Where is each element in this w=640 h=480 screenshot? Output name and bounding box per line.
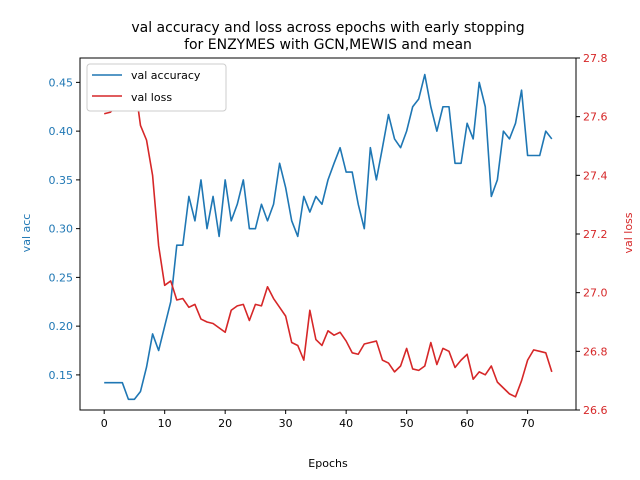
plot-area: 0 10 20 30 40 50 60 70 0.15 0.20 0.25 0.30 0.35 0.40 0…: [49, 52, 608, 430]
x-tick-label: 0: [101, 417, 108, 430]
y-right-tick-label: 26.6: [583, 404, 608, 417]
legend-label-accuracy: val accuracy: [131, 69, 201, 82]
legend: val accuracy val loss: [86, 63, 227, 112]
y-axis-left-label: val acc: [20, 214, 33, 253]
x-tick-label: 50: [400, 417, 414, 430]
y-left-tick-label: 0.20: [49, 320, 74, 333]
y-right-tick-label: 27.6: [583, 111, 608, 124]
x-tick-label: 70: [521, 417, 535, 430]
legend-label-loss: val loss: [131, 91, 172, 104]
y-left-tick-label: 0.40: [49, 125, 74, 138]
x-tick-label: 60: [460, 417, 474, 430]
y-axis-right-label: val loss: [622, 212, 635, 253]
x-tick-label: 30: [279, 417, 293, 430]
y-right-tick-label: 27.4: [583, 169, 608, 182]
y-left-tick-label: 0.25: [49, 271, 74, 284]
series-line-val-loss: [104, 71, 553, 398]
y-right-tick-label: 27.0: [583, 287, 608, 300]
y-left-tick-label: 0.45: [49, 76, 74, 89]
y-left-tick-label: 0.15: [49, 369, 74, 382]
x-tick-label: 10: [158, 417, 172, 430]
chart-title-line-1: val accuracy and loss across epochs with…: [131, 20, 524, 36]
x-axis-label: Epochs: [308, 457, 348, 470]
x-tick-label: 40: [339, 417, 353, 430]
series-line-val-accuracy: [104, 73, 553, 401]
y-left-tick-label: 0.35: [49, 174, 74, 187]
y-left-tick-label: 0.30: [49, 223, 74, 236]
y-right-tick-label: 26.8: [583, 345, 608, 358]
chart-title-line-2: for ENZYMES with GCN,MEWIS and mean: [184, 37, 472, 53]
x-tick-label: 20: [218, 417, 232, 430]
y-right-tick-label: 27.2: [583, 228, 608, 241]
y-right-tick-label: 27.8: [583, 52, 608, 65]
